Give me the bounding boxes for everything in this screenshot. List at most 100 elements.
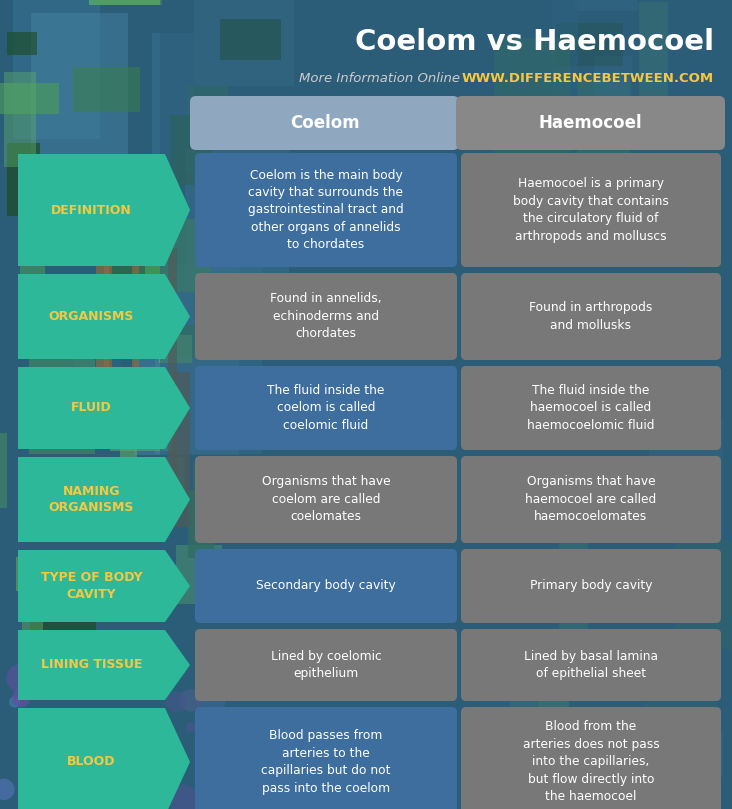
Bar <box>7 143 40 216</box>
Bar <box>194 0 294 87</box>
Bar <box>160 335 192 363</box>
Text: Haemocoel is a primary
body cavity that contains
the circulatory fluid of
arthro: Haemocoel is a primary body cavity that … <box>513 177 669 243</box>
Polygon shape <box>18 630 190 700</box>
Bar <box>146 218 212 292</box>
Bar <box>16 557 70 591</box>
FancyBboxPatch shape <box>190 96 459 150</box>
Bar <box>31 13 128 256</box>
Bar <box>105 250 112 428</box>
Text: The fluid inside the
haemocoel is called
haemocoelomic fluid: The fluid inside the haemocoel is called… <box>527 384 654 432</box>
Bar <box>152 33 194 173</box>
Bar <box>29 357 94 455</box>
Bar <box>644 702 717 736</box>
Circle shape <box>76 678 91 693</box>
Bar <box>0 83 59 115</box>
Text: Coelom vs Haemocoel: Coelom vs Haemocoel <box>355 28 714 56</box>
Bar <box>193 462 212 505</box>
Bar <box>691 731 723 777</box>
Circle shape <box>107 646 129 667</box>
Circle shape <box>0 779 15 800</box>
Bar <box>22 566 42 644</box>
FancyBboxPatch shape <box>461 629 721 701</box>
Bar <box>110 378 175 451</box>
Circle shape <box>168 785 198 809</box>
Circle shape <box>108 649 119 660</box>
Bar <box>559 539 588 681</box>
Bar <box>134 265 239 455</box>
Text: WWW.DIFFERENCEBETWEEN.COM: WWW.DIFFERENCEBETWEEN.COM <box>462 71 714 84</box>
Bar <box>72 67 141 112</box>
Bar <box>89 0 162 5</box>
Bar <box>30 581 96 654</box>
Bar <box>168 248 177 496</box>
Bar <box>185 150 289 288</box>
FancyBboxPatch shape <box>461 456 721 543</box>
Bar <box>556 23 623 66</box>
Circle shape <box>180 689 202 712</box>
Text: Organisms that have
coelom are called
coelomates: Organisms that have coelom are called co… <box>261 476 390 523</box>
Bar <box>676 540 732 649</box>
Circle shape <box>104 645 118 659</box>
FancyBboxPatch shape <box>195 549 457 623</box>
Text: LINING TISSUE: LINING TISSUE <box>41 659 142 671</box>
Text: Blood passes from
arteries to the
capillaries but do not
pass into the coelom: Blood passes from arteries to the capill… <box>261 729 391 794</box>
Bar <box>188 490 214 558</box>
FancyBboxPatch shape <box>461 273 721 360</box>
Circle shape <box>53 666 74 688</box>
Text: Found in arthropods
and mollusks: Found in arthropods and mollusks <box>529 301 653 332</box>
Bar <box>123 300 155 347</box>
Circle shape <box>121 729 131 739</box>
FancyBboxPatch shape <box>461 549 721 623</box>
Text: NAMING
ORGANISMS: NAMING ORGANISMS <box>49 485 134 515</box>
Bar <box>639 2 668 121</box>
Bar <box>7 32 37 55</box>
Bar <box>551 0 578 132</box>
Bar <box>160 0 732 809</box>
Bar <box>494 38 570 161</box>
Text: TYPE OF BODY
CAVITY: TYPE OF BODY CAVITY <box>41 571 142 601</box>
Circle shape <box>9 697 20 708</box>
FancyBboxPatch shape <box>195 707 457 809</box>
FancyBboxPatch shape <box>461 366 721 450</box>
Text: ORGANISMS: ORGANISMS <box>49 310 134 323</box>
Bar <box>220 19 281 60</box>
FancyBboxPatch shape <box>456 96 725 150</box>
Bar <box>0 434 7 508</box>
Bar <box>74 354 121 429</box>
Bar <box>94 460 129 526</box>
Circle shape <box>97 726 113 742</box>
FancyBboxPatch shape <box>195 456 457 543</box>
Bar <box>509 658 569 738</box>
Text: BLOOD: BLOOD <box>67 756 116 769</box>
Text: Organisms that have
haemocoel are called
haemocoelomates: Organisms that have haemocoel are called… <box>526 476 657 523</box>
Circle shape <box>198 774 207 784</box>
Bar <box>109 457 184 490</box>
FancyBboxPatch shape <box>195 273 457 360</box>
Polygon shape <box>18 457 190 542</box>
Text: DEFINITION: DEFINITION <box>51 204 132 217</box>
FancyBboxPatch shape <box>195 366 457 450</box>
Text: Lined by coelomic
epithelium: Lined by coelomic epithelium <box>271 650 381 680</box>
Bar <box>482 641 538 767</box>
Text: FLUID: FLUID <box>71 401 112 414</box>
Circle shape <box>165 692 187 713</box>
Bar <box>175 325 227 357</box>
FancyBboxPatch shape <box>461 153 721 267</box>
Circle shape <box>110 666 120 677</box>
Bar <box>4 72 36 167</box>
Circle shape <box>186 722 196 732</box>
Bar <box>577 76 630 218</box>
Polygon shape <box>18 154 190 266</box>
Polygon shape <box>18 274 190 359</box>
Text: Blood from the
arteries does not pass
into the capillaries,
but flow directly in: Blood from the arteries does not pass in… <box>523 721 660 803</box>
Bar <box>56 217 94 244</box>
Text: Found in annelids,
echinoderms and
chordates: Found in annelids, echinoderms and chord… <box>270 293 382 341</box>
Bar <box>96 221 109 411</box>
FancyBboxPatch shape <box>461 707 721 809</box>
Text: Haemocoel: Haemocoel <box>539 114 642 132</box>
Circle shape <box>167 659 187 679</box>
Bar <box>154 265 262 454</box>
Bar <box>176 545 223 604</box>
Bar <box>188 86 228 129</box>
Text: More Information Online: More Information Online <box>299 71 460 84</box>
